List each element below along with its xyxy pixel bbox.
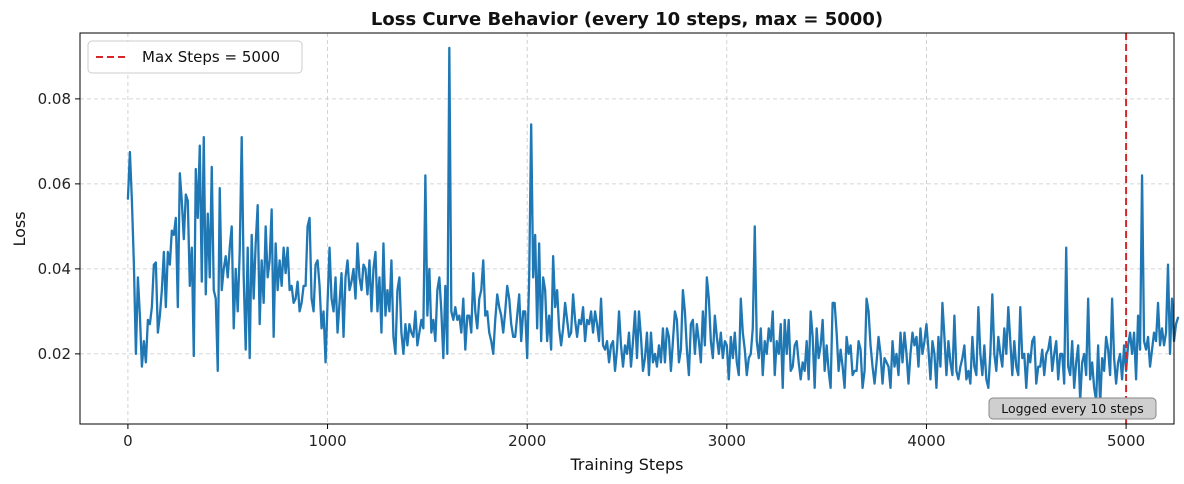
legend: Max Steps = 5000 (87, 40, 303, 74)
y-axis-label: Loss (10, 211, 29, 246)
x-tick-label: 5000 (1107, 432, 1145, 450)
chart-title: Loss Curve Behavior (every 10 steps, max… (371, 9, 883, 30)
logging-note-text: Logged every 10 steps (1001, 401, 1144, 416)
x-tick-label: 2000 (508, 432, 546, 450)
axis-ticks: 0 1000 2000 3000 4000 5000 0.02 0.04 0.06 0.08 (38, 90, 1146, 450)
plot-frame (79, 32, 1175, 425)
loss-series-line (126, 46, 1180, 407)
legend-label-max-steps: Max Steps = 5000 (142, 48, 280, 66)
x-tick-label: 3000 (708, 432, 746, 450)
x-tick-label: 4000 (907, 432, 945, 450)
x-tick-label: 1000 (308, 432, 346, 450)
x-tick-label: 0 (123, 432, 133, 450)
y-tick-label: 0.04 (38, 260, 71, 278)
x-axis-label: Training Steps (570, 455, 684, 474)
logging-note: Logged every 10 steps (988, 397, 1157, 420)
y-tick-label: 0.06 (38, 175, 71, 193)
y-tick-label: 0.02 (38, 345, 71, 363)
plot-data (126, 33, 1180, 424)
y-tick-label: 0.08 (38, 90, 71, 108)
logging-note-box (988, 397, 1157, 420)
legend-box (87, 40, 303, 74)
